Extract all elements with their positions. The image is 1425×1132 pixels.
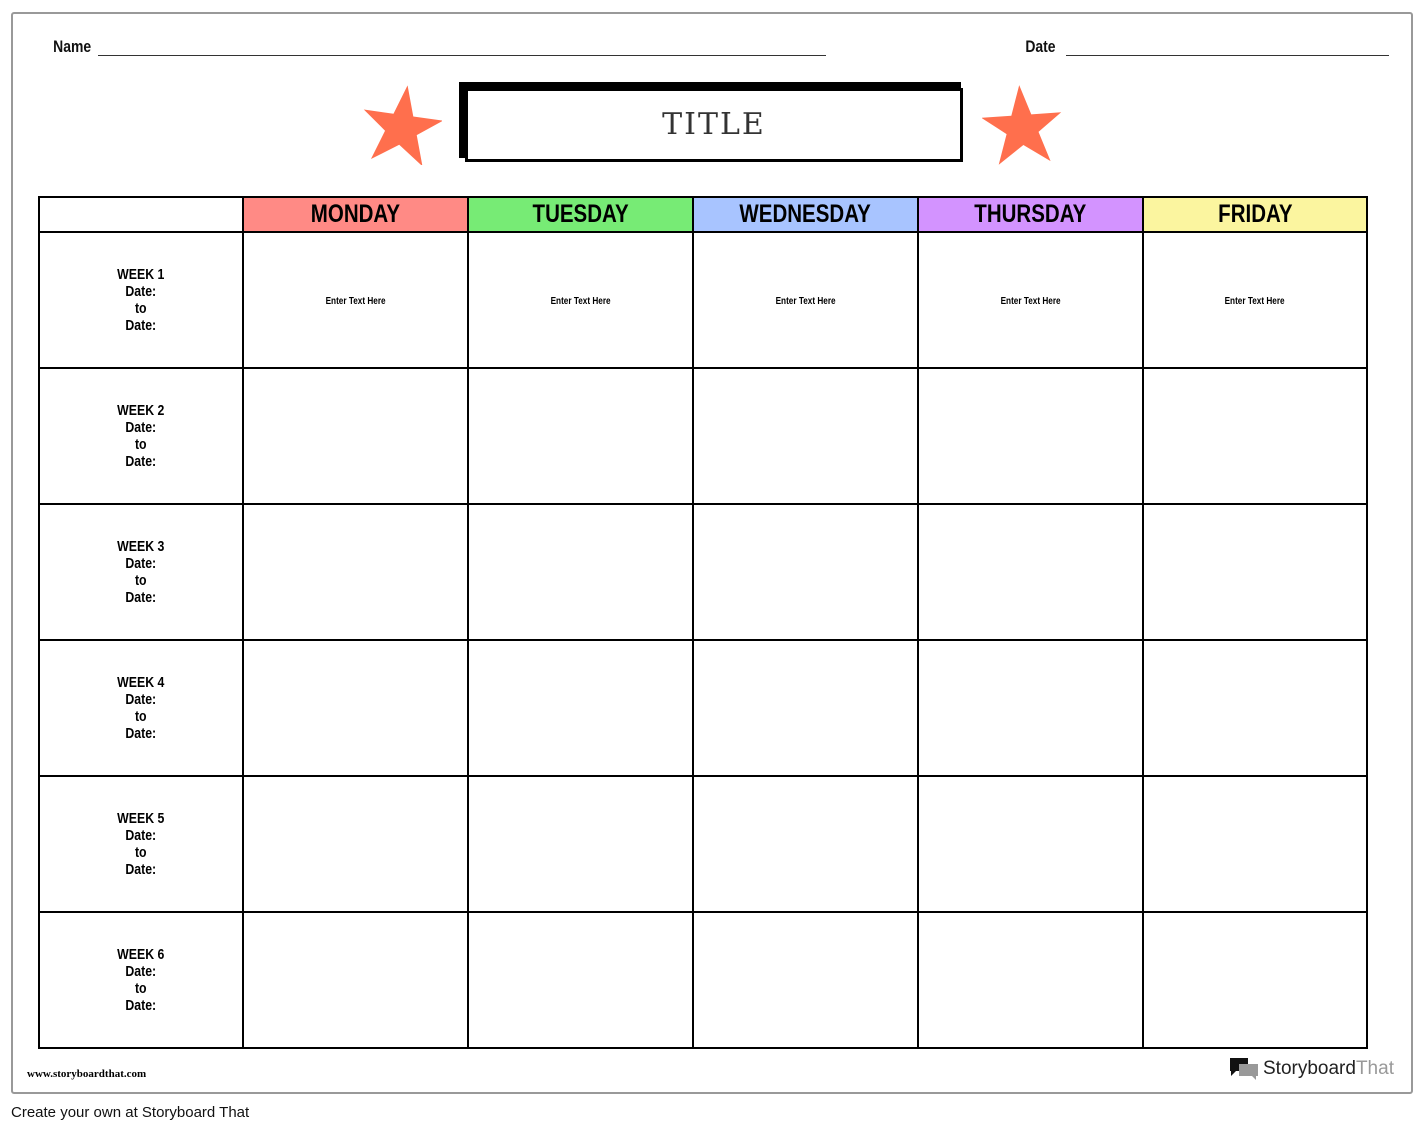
week-date2: Date: <box>125 453 157 470</box>
star-icon <box>982 85 1062 165</box>
table-row: WEEK 6 Date: to Date: <box>38 911 1368 1049</box>
cell-text: Enter Text Here <box>1000 296 1061 307</box>
table-row: WEEK 1 Date: to Date: Enter Text Here Enter T… <box>38 231 1368 369</box>
cell-text: Enter Text Here <box>550 296 611 307</box>
day-label: FRIDAY <box>1217 200 1293 228</box>
website-url: www.storyboardthat.com <box>27 1068 147 1080</box>
week-label: WEEK 1 <box>117 266 165 283</box>
cell-text: Enter Text Here <box>1224 296 1286 307</box>
day-label: THURSDAY <box>974 200 1087 228</box>
date-label: Date <box>1025 37 1056 56</box>
day-cell[interactable] <box>467 367 694 505</box>
week-label-cell: WEEK 6 Date: to Date: <box>38 911 244 1049</box>
week-date1: Date: <box>125 963 157 980</box>
week-label-cell: WEEK 4 Date: to Date: <box>38 639 244 777</box>
week-date2: Date: <box>125 997 157 1014</box>
week-label-cell: WEEK 3 Date: to Date: <box>38 503 244 641</box>
cell-text: Enter Text Here <box>775 296 836 307</box>
day-cell[interactable] <box>1142 639 1368 777</box>
week-label-cell: WEEK 2 Date: to Date: <box>38 367 244 505</box>
day-label: TUESDAY <box>532 200 629 228</box>
name-line[interactable] <box>98 55 826 56</box>
day-header-monday: MONDAY <box>242 196 469 233</box>
day-cell[interactable] <box>1142 367 1368 505</box>
week-label-cell: WEEK 1 Date: to Date: <box>38 231 244 369</box>
day-cell[interactable]: Enter Text Here <box>242 231 469 369</box>
day-header-thursday: THURSDAY <box>917 196 1144 233</box>
day-cell[interactable] <box>917 911 1144 1049</box>
week-label-cell: WEEK 5 Date: to Date: <box>38 775 244 913</box>
day-cell[interactable] <box>692 367 919 505</box>
day-cell[interactable] <box>242 367 469 505</box>
week-label: WEEK 2 <box>117 402 165 419</box>
day-cell[interactable] <box>692 639 919 777</box>
week-date1: Date: <box>125 691 157 708</box>
week-date2: Date: <box>125 725 157 742</box>
day-label: WEDNESDAY <box>739 200 872 228</box>
week-date1: Date: <box>125 283 157 300</box>
day-cell[interactable] <box>467 639 694 777</box>
day-cell[interactable] <box>917 503 1144 641</box>
day-cell[interactable] <box>1142 775 1368 913</box>
speech-bubbles-icon <box>1230 1058 1258 1080</box>
day-cell[interactable] <box>467 775 694 913</box>
cell-text: Enter Text Here <box>325 296 386 307</box>
table-row: WEEK 2 Date: to Date: <box>38 367 1368 505</box>
calendar-table: MONDAY TUESDAY WEDNESDAY THURSDAY FRIDAY WEE… <box>38 196 1368 1049</box>
table-row: WEEK 3 Date: to Date: <box>38 503 1368 641</box>
day-cell[interactable] <box>242 503 469 641</box>
day-header-wednesday: WEDNESDAY <box>692 196 919 233</box>
footer-link[interactable]: Create your own at Storyboard That <box>11 1104 250 1121</box>
day-cell[interactable]: Enter Text Here <box>917 231 1144 369</box>
storyboardthat-logo: Storyboard That <box>1228 1056 1394 1082</box>
week-label: WEEK 3 <box>117 538 165 555</box>
week-date2: Date: <box>125 317 157 334</box>
day-cell[interactable] <box>692 911 919 1049</box>
day-cell[interactable] <box>692 775 919 913</box>
week-label: WEEK 6 <box>117 946 165 963</box>
day-cell[interactable] <box>242 639 469 777</box>
week-date1: Date: <box>125 827 157 844</box>
day-cell[interactable]: Enter Text Here <box>1142 231 1368 369</box>
week-to: to <box>135 980 147 997</box>
week-to: to <box>135 844 147 861</box>
table-row: WEEK 5 Date: to Date: <box>38 775 1368 913</box>
title-shadow <box>459 82 961 158</box>
corner-cell <box>38 196 244 233</box>
day-cell[interactable]: Enter Text Here <box>467 231 694 369</box>
day-cell[interactable] <box>242 911 469 1049</box>
week-date2: Date: <box>125 861 157 878</box>
page-title[interactable]: TITLE <box>465 88 963 162</box>
day-cell[interactable] <box>917 639 1144 777</box>
day-cell[interactable] <box>917 367 1144 505</box>
day-label: MONDAY <box>310 200 401 228</box>
week-date1: Date: <box>125 419 157 436</box>
week-to: to <box>135 300 147 317</box>
week-date2: Date: <box>125 589 157 606</box>
week-date1: Date: <box>125 555 157 572</box>
name-label: Name <box>53 37 92 56</box>
day-header-tuesday: TUESDAY <box>467 196 694 233</box>
day-header-friday: FRIDAY <box>1142 196 1368 233</box>
day-cell[interactable] <box>692 503 919 641</box>
date-line[interactable] <box>1066 55 1389 56</box>
day-cell[interactable]: Enter Text Here <box>692 231 919 369</box>
day-cell[interactable] <box>1142 911 1368 1049</box>
day-cell[interactable] <box>1142 503 1368 641</box>
day-cell[interactable] <box>917 775 1144 913</box>
week-to: to <box>135 708 147 725</box>
week-to: to <box>135 572 147 589</box>
day-cell[interactable] <box>467 503 694 641</box>
week-label: WEEK 4 <box>117 674 165 691</box>
week-to: to <box>135 436 147 453</box>
day-cell[interactable] <box>467 911 694 1049</box>
star-icon <box>363 85 442 165</box>
week-label: WEEK 5 <box>117 810 165 827</box>
day-cell[interactable] <box>242 775 469 913</box>
table-row: WEEK 4 Date: to Date: <box>38 639 1368 777</box>
